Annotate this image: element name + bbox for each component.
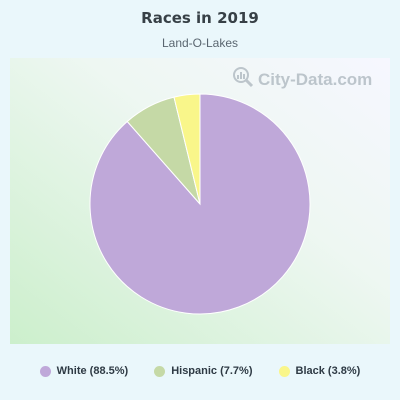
legend-swatch — [39, 365, 51, 377]
chart-subtitle: Land-O-Lakes — [161, 36, 239, 50]
watermark: City-Data.com — [232, 66, 372, 93]
legend-item: Black (3.8%) — [278, 365, 361, 377]
legend-swatch — [278, 365, 290, 377]
watermark-text: City-Data.com — [258, 69, 373, 89]
magnifier-chart-icon — [232, 66, 254, 93]
legend: White (88.5%) Hispanic (7.7%) Black (3.8%) — [0, 365, 400, 377]
pie-slice-black — [173, 93, 201, 205]
legend-label: Hispanic (7.7%) — [171, 365, 253, 377]
pie-chart — [10, 58, 390, 344]
legend-item: White (88.5%) — [39, 365, 129, 377]
legend-swatch — [154, 365, 166, 377]
legend-item: Hispanic (7.7%) — [154, 365, 253, 377]
legend-label: Black (3.8%) — [295, 365, 361, 377]
plot-area — [10, 58, 390, 344]
legend-label: White (88.5%) — [56, 365, 129, 377]
chart-title: Races in 2019 — [141, 9, 259, 27]
